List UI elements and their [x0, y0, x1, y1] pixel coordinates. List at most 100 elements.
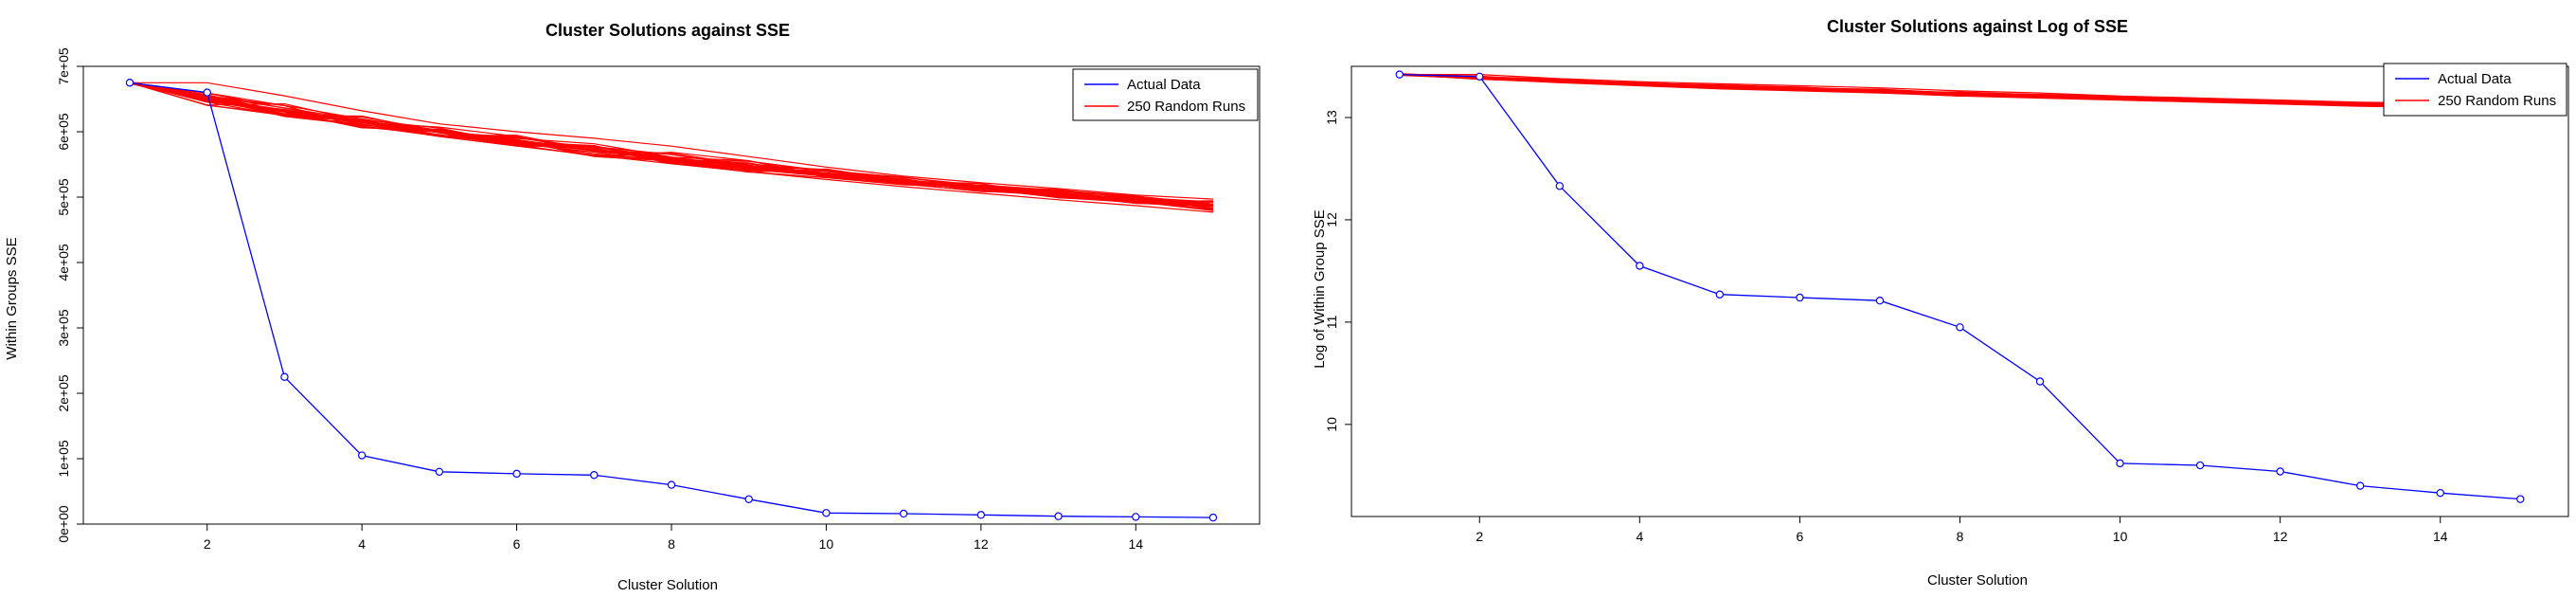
- random-runs-mean-line: [129, 81, 1214, 208]
- random-run-line: [129, 82, 1214, 205]
- actual-data-point: [2116, 459, 2124, 468]
- actual-data-point: [1132, 513, 1140, 521]
- legend: Actual Data 250 Random Runs: [2383, 63, 2567, 117]
- x-tick-label: 4: [1636, 529, 1643, 544]
- legend-box: [1072, 68, 1259, 121]
- y-tick-label: 3e+05: [56, 309, 71, 347]
- actual-data-point: [1476, 72, 1484, 81]
- x-tick-label: 12: [974, 536, 989, 552]
- y-tick-label: 10: [1324, 417, 1339, 432]
- random-run-line: [129, 82, 1214, 207]
- x-tick-label: 8: [668, 536, 675, 552]
- legend-label-random-runs: 250 Random Runs: [2438, 93, 2556, 109]
- x-tick-label: 14: [2433, 529, 2448, 544]
- actual-data-point: [203, 88, 211, 97]
- actual-data-point: [1956, 323, 1964, 332]
- actual-data-point: [2516, 495, 2525, 503]
- plot-frame: [82, 65, 1261, 525]
- actual-data-point: [512, 469, 521, 479]
- random-run-line: [129, 82, 1214, 205]
- actual-data-point: [1715, 290, 1725, 299]
- x-axis-label: Cluster Solution: [1927, 572, 2028, 589]
- actual-data-point: [899, 509, 908, 518]
- random-run-line: [129, 82, 1214, 206]
- x-tick-label: 12: [2273, 529, 2288, 544]
- x-tick-label: 6: [1797, 529, 1804, 544]
- x-tick-label: 4: [358, 536, 366, 552]
- random-run-line: [129, 82, 1214, 205]
- actual-data-point: [2355, 481, 2365, 490]
- random-run-line: [129, 82, 1214, 203]
- random-run-line: [129, 82, 1214, 203]
- y-tick-label: 7e+05: [56, 47, 71, 85]
- y-tick-label: 4e+05: [56, 244, 71, 281]
- x-tick-label: 10: [2113, 529, 2128, 544]
- actual-data-point: [1555, 182, 1565, 190]
- plot-frame: [1351, 65, 2569, 517]
- random-run-line: [129, 82, 1214, 203]
- chart-sse: Cluster Solutions against SSE Cluster So…: [4, 21, 1261, 593]
- actual-data-point: [1208, 513, 1218, 522]
- y-tick-label: 5e+05: [56, 178, 71, 216]
- y-axis-ticks: 0e+00 1e+05 2e+05 3e+05 4e+05 5e+05 6e+05 7e+05: [56, 47, 83, 543]
- y-axis-ticks: 10 11 12 13: [1324, 110, 1351, 432]
- random-runs-mean-line: [1399, 73, 2521, 109]
- chart-title: Cluster Solutions against Log of SSE: [1827, 17, 2128, 36]
- actual-data-line: [129, 82, 1214, 518]
- series-actual-data: [125, 79, 1218, 522]
- x-tick-label: 8: [1957, 529, 1964, 544]
- y-tick-label: 2e+05: [56, 374, 71, 412]
- x-tick-label: 14: [1128, 536, 1143, 552]
- y-axis-label: Log of Within Group SSE: [1312, 209, 1328, 369]
- chart-panel-sse: Cluster Solutions against SSE Cluster So…: [4, 21, 1261, 593]
- actual-data-point: [1875, 297, 1885, 305]
- random-run-line: [129, 82, 1214, 207]
- x-tick-label: 2: [204, 536, 211, 552]
- actual-data-point: [1054, 512, 1063, 520]
- x-tick-label: 2: [1476, 529, 1483, 544]
- series-random-runs: [1399, 73, 2521, 110]
- actual-data-point: [435, 467, 444, 476]
- actual-data-point: [822, 509, 831, 517]
- actual-data-point: [1395, 70, 1404, 79]
- series-random-runs: [129, 81, 1214, 213]
- x-axis-ticks: 2 4 6 8 10 12 14: [1476, 516, 2448, 544]
- y-tick-label: 11: [1324, 315, 1339, 329]
- actual-data-line: [1399, 73, 2521, 500]
- chart-log-sse: Cluster Solutions against Log of SSE Clu…: [1312, 17, 2569, 589]
- legend-label-actual-data: Actual Data: [2438, 71, 2512, 87]
- y-tick-label: 12: [1324, 212, 1339, 227]
- actual-data-point: [357, 451, 367, 460]
- y-tick-label: 0e+00: [56, 505, 71, 543]
- x-axis-label: Cluster Solution: [617, 577, 718, 593]
- legend-label-actual-data: Actual Data: [1127, 77, 1201, 93]
- actual-data-point: [280, 372, 289, 381]
- chart-title: Cluster Solutions against SSE: [546, 21, 790, 40]
- x-tick-label: 10: [819, 536, 834, 552]
- actual-data-point: [2195, 461, 2205, 470]
- chart-panel-log-sse: Cluster Solutions against Log of SSE Clu…: [1288, 0, 2576, 598]
- actual-data-point: [2276, 467, 2284, 476]
- random-run-line: [129, 82, 1214, 208]
- actual-data-point: [667, 480, 676, 489]
- legend: Actual Data 250 Random Runs: [1072, 68, 1259, 121]
- random-run-line: [1399, 73, 2521, 105]
- y-tick-label: 13: [1324, 110, 1339, 125]
- random-run-line: [129, 82, 1214, 205]
- actual-data-point: [1796, 293, 1804, 302]
- actual-data-point: [2436, 488, 2444, 498]
- legend-box: [2383, 63, 2567, 117]
- actual-data-point: [2035, 377, 2045, 386]
- actual-data-point: [1636, 262, 1644, 270]
- legend-label-random-runs: 250 Random Runs: [1127, 99, 1245, 115]
- y-tick-label: 6e+05: [56, 113, 71, 151]
- y-tick-label: 1e+05: [56, 440, 71, 478]
- series-actual-data: [1395, 70, 2525, 503]
- actual-data-point: [744, 495, 753, 503]
- actual-data-point: [590, 471, 599, 480]
- random-run-line: [129, 82, 1214, 203]
- random-run-line: [130, 82, 1214, 200]
- x-axis-ticks: 2 4 6 8 10 12 14: [204, 524, 1143, 552]
- actual-data-point: [976, 511, 986, 519]
- random-run-line: [129, 82, 1214, 206]
